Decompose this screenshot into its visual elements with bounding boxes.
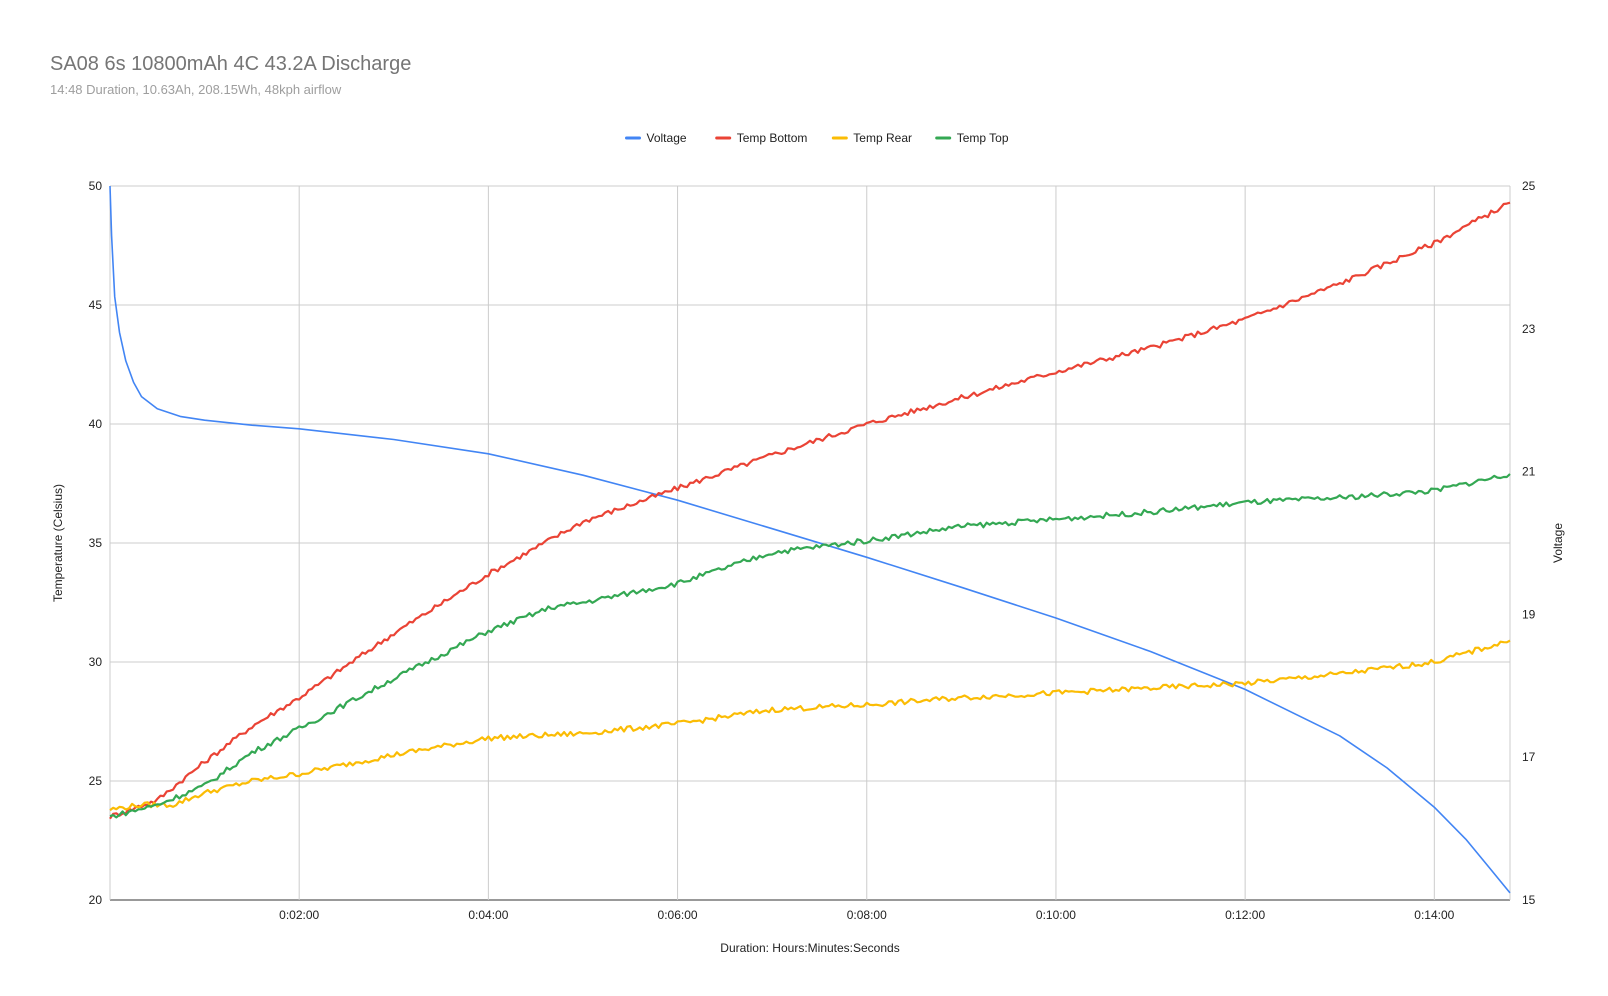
y-left-tick-label: 50: [89, 179, 103, 193]
y-right-tick-label: 23: [1522, 322, 1536, 336]
y-right-tick-label: 21: [1522, 465, 1536, 479]
legend-label: Voltage: [647, 131, 687, 145]
x-tick-label: 0:06:00: [658, 908, 698, 922]
x-axis-title: Duration: Hours:Minutes:Seconds: [720, 941, 899, 955]
y-left-tick-label: 40: [89, 417, 103, 431]
y-right-tick-label: 17: [1522, 750, 1536, 764]
series-lines: [109, 185, 1511, 894]
legend-item-temp-top[interactable]: Temp Top: [935, 131, 1009, 145]
x-tick-label: 0:08:00: [847, 908, 887, 922]
y-right-tick-label: 19: [1522, 607, 1536, 621]
legend-item-voltage[interactable]: Voltage: [625, 131, 687, 145]
legend[interactable]: Voltage Temp Bottom Temp Rear Temp Top: [625, 131, 1009, 145]
series-line-temp-top: [109, 473, 1511, 819]
legend-item-temp-rear[interactable]: Temp Rear: [831, 131, 912, 145]
y-left-tick-label: 45: [89, 298, 103, 312]
x-tick-label: 0:04:00: [468, 908, 508, 922]
legend-item-temp-bottom[interactable]: Temp Bottom: [715, 131, 808, 145]
series-line-temp-bottom: [109, 201, 1511, 820]
y-right-tick-label: 15: [1522, 893, 1536, 907]
y-left-tick-label: 20: [89, 893, 103, 907]
chart-title: SA08 6s 10800mAh 4C 43.2A Discharge: [50, 53, 411, 75]
legend-label: Temp Bottom: [737, 131, 808, 145]
y-left-tick-label: 25: [89, 774, 103, 788]
chart-subtitle: 14:48 Duration, 10.63Ah, 208.15Wh, 48kph…: [50, 82, 342, 97]
x-tick-label: 0:14:00: [1414, 908, 1454, 922]
axes: 20 25 30 35 40 45 50 15 17 19 21 23 25 0:02:00 0:04:00…: [89, 179, 1536, 922]
y-left-tick-label: 30: [89, 655, 103, 669]
y-axis-left-title: Temperature (Celsius): [51, 484, 65, 602]
x-tick-label: 0:02:00: [279, 908, 319, 922]
series-line-temp-rear: [109, 639, 1511, 812]
y-right-tick-label: 25: [1522, 179, 1536, 193]
y-left-tick-label: 35: [89, 536, 103, 550]
x-tick-label: 0:12:00: [1225, 908, 1265, 922]
gridlines: [109, 185, 1511, 901]
y-axis-right-title: Voltage: [1551, 523, 1565, 563]
series-line-voltage: [109, 185, 1511, 894]
legend-label: Temp Rear: [853, 131, 912, 145]
legend-label: Temp Top: [957, 131, 1009, 145]
x-tick-label: 0:10:00: [1036, 908, 1076, 922]
